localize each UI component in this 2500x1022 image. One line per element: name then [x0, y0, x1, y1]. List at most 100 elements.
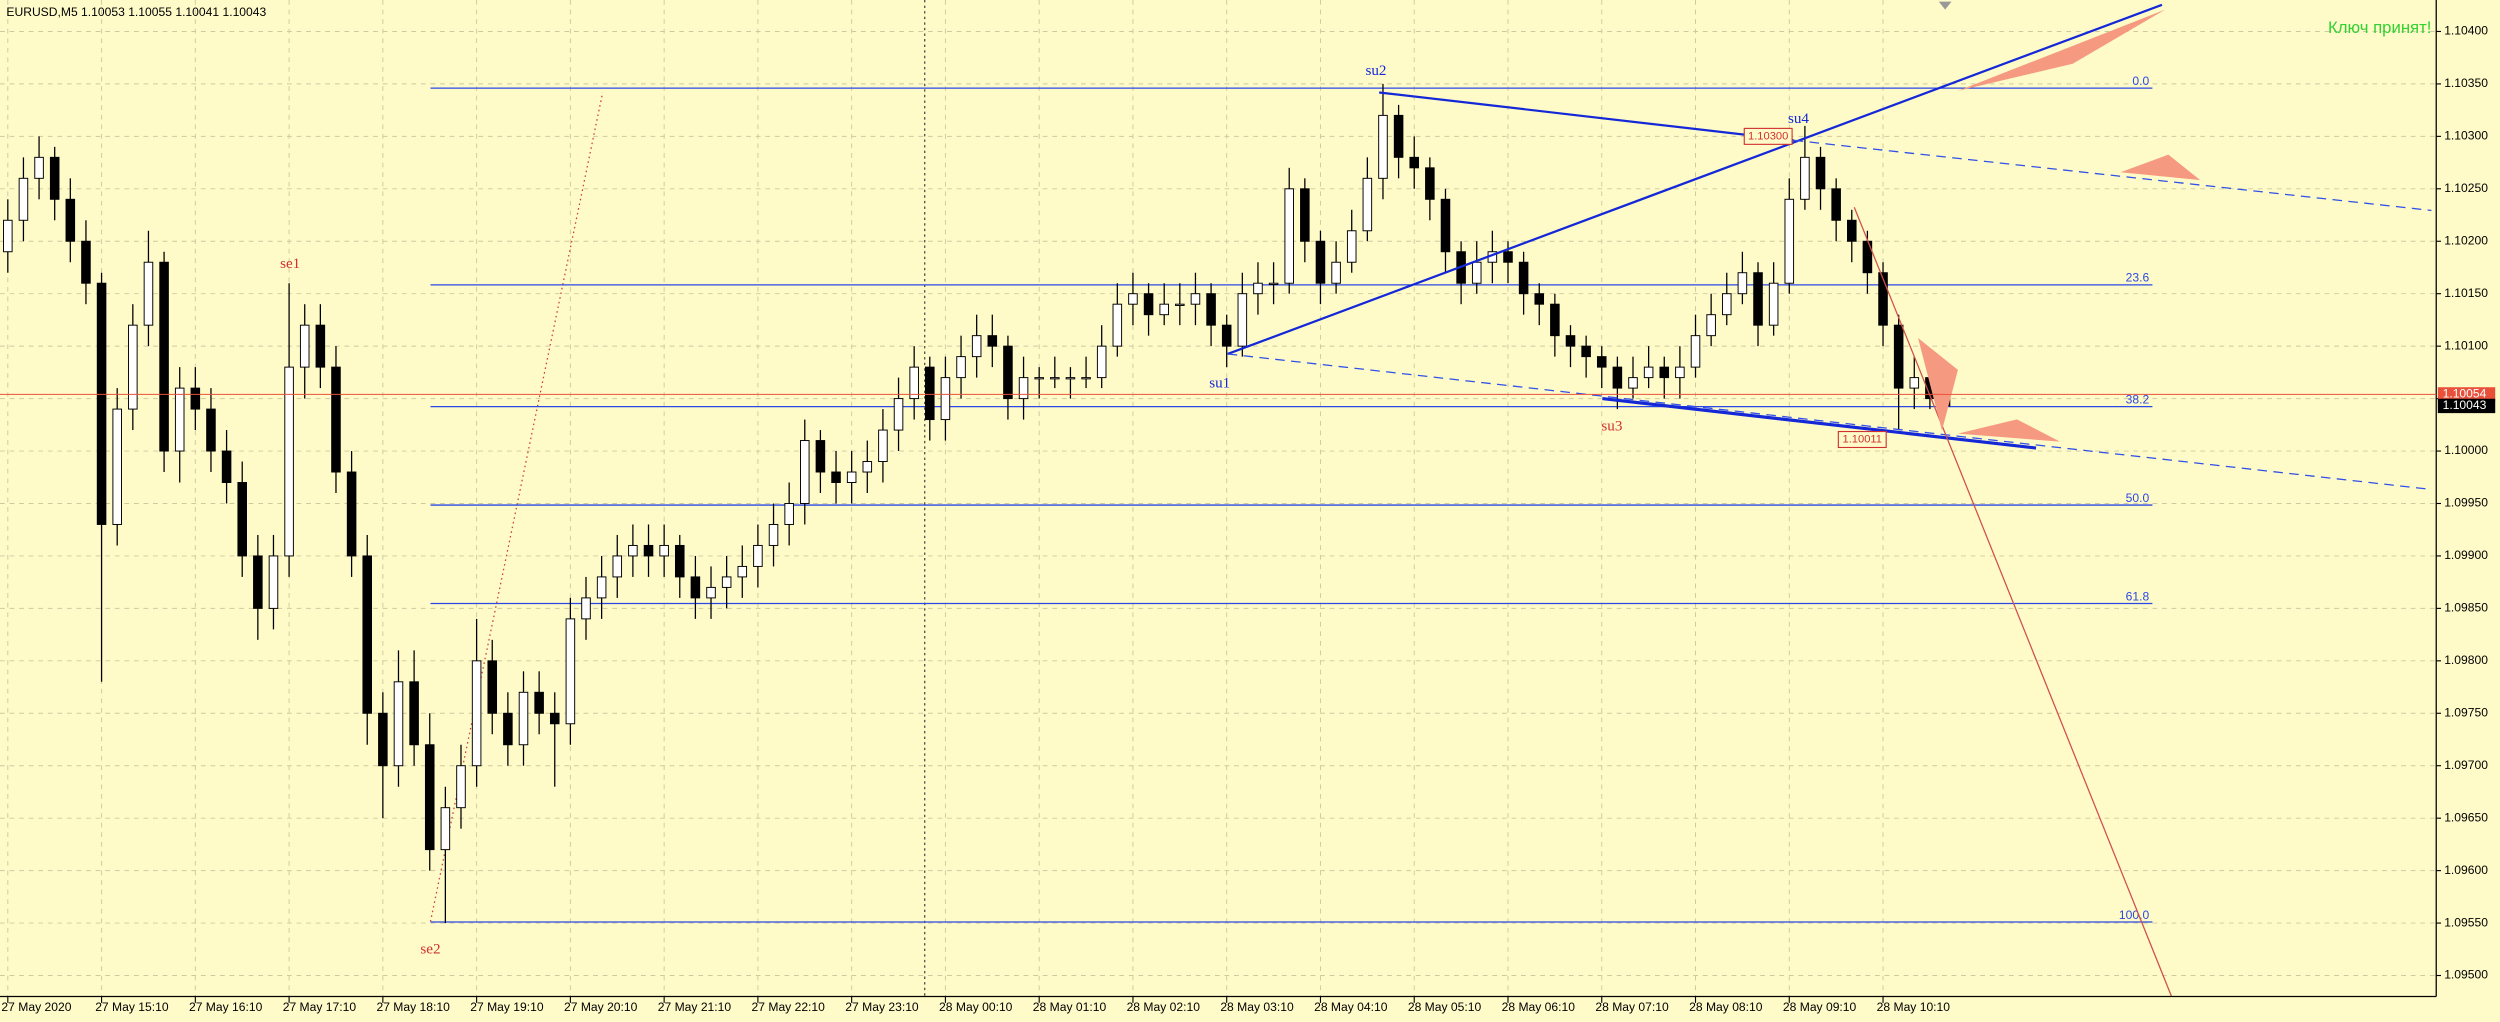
- fib-level-label: 50.0: [2126, 491, 2150, 505]
- wave-label: su1: [1209, 376, 1230, 392]
- price-tag-label: 1.10054: [2443, 387, 2487, 401]
- candle-body: [1440, 198, 1451, 253]
- candle-body: [190, 387, 201, 410]
- candle-body: [1831, 188, 1841, 221]
- candle-body: [690, 576, 701, 599]
- candle-body: [534, 691, 544, 714]
- candle-body: [862, 461, 873, 473]
- candle-body: [1550, 303, 1560, 337]
- y-tick-label: 1.09550: [2444, 915, 2488, 929]
- candle-body: [1331, 261, 1341, 284]
- candle-body: [768, 523, 779, 546]
- candle-body: [706, 586, 716, 599]
- y-tick-label: 1.09500: [2444, 968, 2488, 982]
- candle-body: [1768, 282, 1779, 326]
- candle-body: [1378, 114, 1388, 179]
- y-tick-label: 1.09750: [2444, 705, 2488, 719]
- candle-body: [596, 576, 607, 599]
- candle-body: [409, 681, 419, 746]
- grid: [0, 0, 2437, 997]
- candle-body: [940, 377, 951, 421]
- candle-body: [549, 712, 560, 725]
- candle-body: [1565, 335, 1576, 347]
- y-tick-label: 1.09650: [2444, 810, 2488, 824]
- candle-body: [831, 471, 841, 483]
- candle-body: [1143, 293, 1154, 316]
- candle-body: [1206, 293, 1216, 326]
- candle-body: [1128, 293, 1138, 305]
- candle-body: [331, 366, 341, 473]
- x-tick-label: 27 May 15:10: [95, 1000, 169, 1014]
- trend-line: [1602, 397, 2037, 450]
- status-message: Ключ принят!: [2328, 18, 2431, 37]
- candle-body: [315, 324, 326, 368]
- trend-line: [1853, 207, 2173, 997]
- y-tick-label: 1.09600: [2444, 863, 2488, 877]
- trend-line-extension: [1227, 353, 2432, 491]
- candle-body: [1284, 188, 1294, 284]
- candle-body: [49, 156, 60, 200]
- candle-body: [34, 156, 44, 179]
- candle-body: [471, 660, 482, 767]
- fib-level-label: 0.0: [2132, 74, 2149, 88]
- price-box: [1837, 430, 1887, 449]
- x-tick-label: 27 May 18:10: [376, 1000, 450, 1014]
- candle-body: [487, 660, 498, 714]
- trend-line: [1227, 3, 2163, 355]
- candle-body: [1081, 377, 1091, 380]
- candle-body: [846, 471, 857, 483]
- x-tick-label: 28 May 10:10: [1877, 1000, 1951, 1014]
- price-tag-label: 1.10043: [2443, 398, 2487, 412]
- y-tick-label: 1.10350: [2444, 76, 2488, 90]
- candle-body: [1190, 293, 1201, 305]
- x-tick-label: 28 May 07:10: [1595, 1000, 1669, 1014]
- y-tick-label: 1.09700: [2444, 758, 2488, 772]
- candle-body: [659, 544, 669, 557]
- x-tick-label: 28 May 00:10: [939, 1000, 1013, 1014]
- candle-body: [1753, 272, 1763, 326]
- fib-level-label: 23.6: [2126, 271, 2150, 285]
- wave-label: se2: [420, 942, 440, 958]
- candle-body: [1034, 377, 1044, 380]
- candle-body: [1534, 293, 1545, 305]
- candle-body: [612, 555, 623, 578]
- candle-body: [1893, 324, 1904, 389]
- candle-body: [346, 471, 357, 557]
- candle-body: [1300, 188, 1310, 242]
- y-tick-label: 1.10150: [2444, 286, 2488, 300]
- x-tick-label: 28 May 01:10: [1033, 1000, 1107, 1014]
- candle-body: [1581, 345, 1591, 358]
- candle-body: [925, 366, 935, 421]
- arrow-shape: [1957, 419, 2060, 442]
- candle-body: [581, 597, 591, 620]
- x-tick-label: 27 May 17:10: [283, 1000, 357, 1014]
- wave-label: se1: [280, 256, 300, 272]
- candle-body: [503, 712, 513, 746]
- candle-body: [424, 744, 435, 851]
- candle-body: [987, 335, 998, 347]
- candle-body: [206, 408, 216, 452]
- x-tick-label: 28 May 04:10: [1314, 1000, 1388, 1014]
- x-tick-label: 28 May 06:10: [1502, 1000, 1576, 1014]
- x-tick-label: 28 May 08:10: [1689, 1000, 1763, 1014]
- y-tick-label: 1.10250: [2444, 181, 2488, 195]
- candle-body: [1315, 240, 1326, 284]
- y-tick-label: 1.09800: [2444, 653, 2488, 667]
- candle-body: [81, 240, 91, 284]
- candle-body: [1643, 366, 1654, 379]
- candle-body: [1503, 251, 1513, 263]
- wave-label: su3: [1601, 419, 1622, 435]
- candle-body: [1003, 345, 1013, 400]
- candle-body: [112, 408, 122, 525]
- wave-label: su4: [1788, 111, 1809, 127]
- candle-body: [518, 691, 529, 746]
- candle-body: [643, 544, 654, 557]
- candle-body: [1393, 114, 1404, 158]
- candle-body: [253, 555, 263, 609]
- candle-body: [1659, 366, 1670, 379]
- y-tick-label: 1.09850: [2444, 601, 2488, 615]
- candle-body: [815, 440, 826, 473]
- candle-body: [393, 681, 404, 767]
